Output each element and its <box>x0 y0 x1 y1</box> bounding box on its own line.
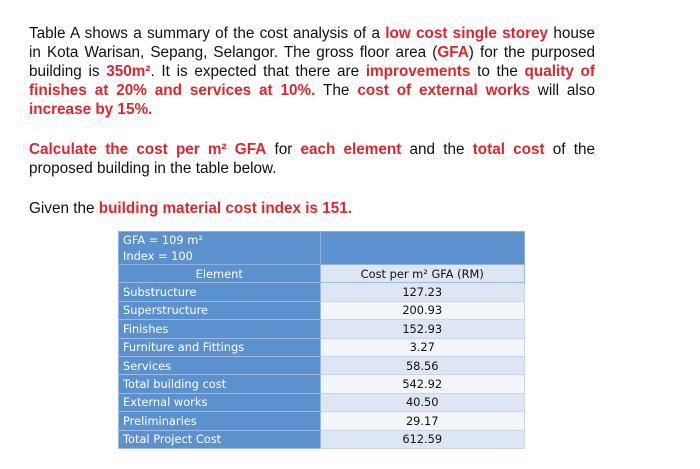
intro-highlight-improvements: improvements <box>365 63 471 80</box>
table-row: Services 58.56 <box>118 355 525 376</box>
element-cell: External works <box>118 392 321 413</box>
table-row: Superstructure 200.93 <box>118 300 525 321</box>
table-row: Substructure 127.23 <box>118 282 525 302</box>
cost-cell: 127.23 <box>319 282 525 302</box>
task-text: of the proposed building in the table be… <box>29 141 595 177</box>
table-header-gfa-row: GFA = 109 m² Index = 100 <box>118 231 525 265</box>
intro-highlight-external-works: cost of external works <box>357 82 530 99</box>
column-header-cost: Cost per m² GFA (RM) <box>319 263 525 284</box>
column-header-element: Element <box>118 263 321 284</box>
gfa-label: GFA = 109 m² <box>123 233 203 247</box>
given-text: Given the <box>29 200 99 217</box>
intro-text: Table A shows a summary of the cost anal… <box>29 25 386 42</box>
element-cell: Total Project Cost <box>118 429 321 449</box>
intro-text: The <box>315 82 358 99</box>
element-cell: Finishes <box>118 319 321 339</box>
cost-cell: 612.59 <box>319 429 525 449</box>
intro-text: to the <box>470 63 525 80</box>
task-paragraph: Calculate the cost per m² GFA for each e… <box>29 140 595 178</box>
element-cell: Substructure <box>118 282 321 302</box>
cost-cell: 3.27 <box>319 337 525 357</box>
intro-highlight-gfa: GFA <box>437 44 469 61</box>
cost-cell: 29.17 <box>319 411 525 431</box>
table-row: Furniture and Fittings 3.27 <box>118 337 525 357</box>
table-row: Total Project Cost 612.59 <box>118 429 525 449</box>
element-cell: Furniture and Fittings <box>118 337 321 357</box>
cost-analysis-table: GFA = 109 m² Index = 100 Element Cost pe… <box>118 231 525 449</box>
column-header-row: Element Cost per m² GFA (RM) <box>118 263 525 284</box>
cost-cell: 58.56 <box>319 355 525 376</box>
element-cell: Superstructure <box>118 300 321 321</box>
element-cell: Total building cost <box>118 374 321 394</box>
intro-highlight-increase: increase by 15%. <box>29 101 153 118</box>
element-cell: Services <box>118 355 321 376</box>
intro-highlight-quality: quality of finishes at 20% and services … <box>29 63 595 99</box>
task-highlight-each-element: each element <box>300 141 402 158</box>
header-blank-cell <box>319 231 525 265</box>
cost-cell: 40.50 <box>319 392 525 413</box>
intro-highlight-area: 350m² <box>106 63 151 80</box>
task-highlight-cost-per-m2: Calculate the cost per m² GFA <box>29 141 267 158</box>
task-text: for <box>266 141 301 158</box>
task-highlight-total-cost: total cost <box>472 141 545 158</box>
intro-highlight-building-type: low cost single storey <box>385 25 549 42</box>
intro-text: . It is expected that there are <box>150 63 366 80</box>
cost-cell: 542.92 <box>319 374 525 394</box>
cost-cell: 200.93 <box>319 300 525 321</box>
intro-text: ) for the purposed building is <box>29 44 595 80</box>
table-row: Preliminaries 29.17 <box>118 411 525 431</box>
cost-cell: 152.93 <box>319 319 525 339</box>
intro-text: house in Kota Warisan, Sepang, Selangor.… <box>29 25 595 61</box>
gfa-index-cell: GFA = 109 m² Index = 100 <box>118 231 321 265</box>
table-row: External works 40.50 <box>118 392 525 413</box>
element-cell: Preliminaries <box>118 411 321 431</box>
task-text: and the <box>401 141 473 158</box>
table-row: Finishes 152.93 <box>118 319 525 339</box>
intro-text: will also <box>529 82 595 99</box>
given-highlight-index: building material cost index is 151. <box>98 200 353 217</box>
index-label: Index = 100 <box>123 249 193 263</box>
table-row: Total building cost 542.92 <box>118 374 525 394</box>
intro-paragraph: Table A shows a summary of the cost anal… <box>29 24 595 119</box>
given-paragraph: Given the building material cost index i… <box>29 199 595 218</box>
